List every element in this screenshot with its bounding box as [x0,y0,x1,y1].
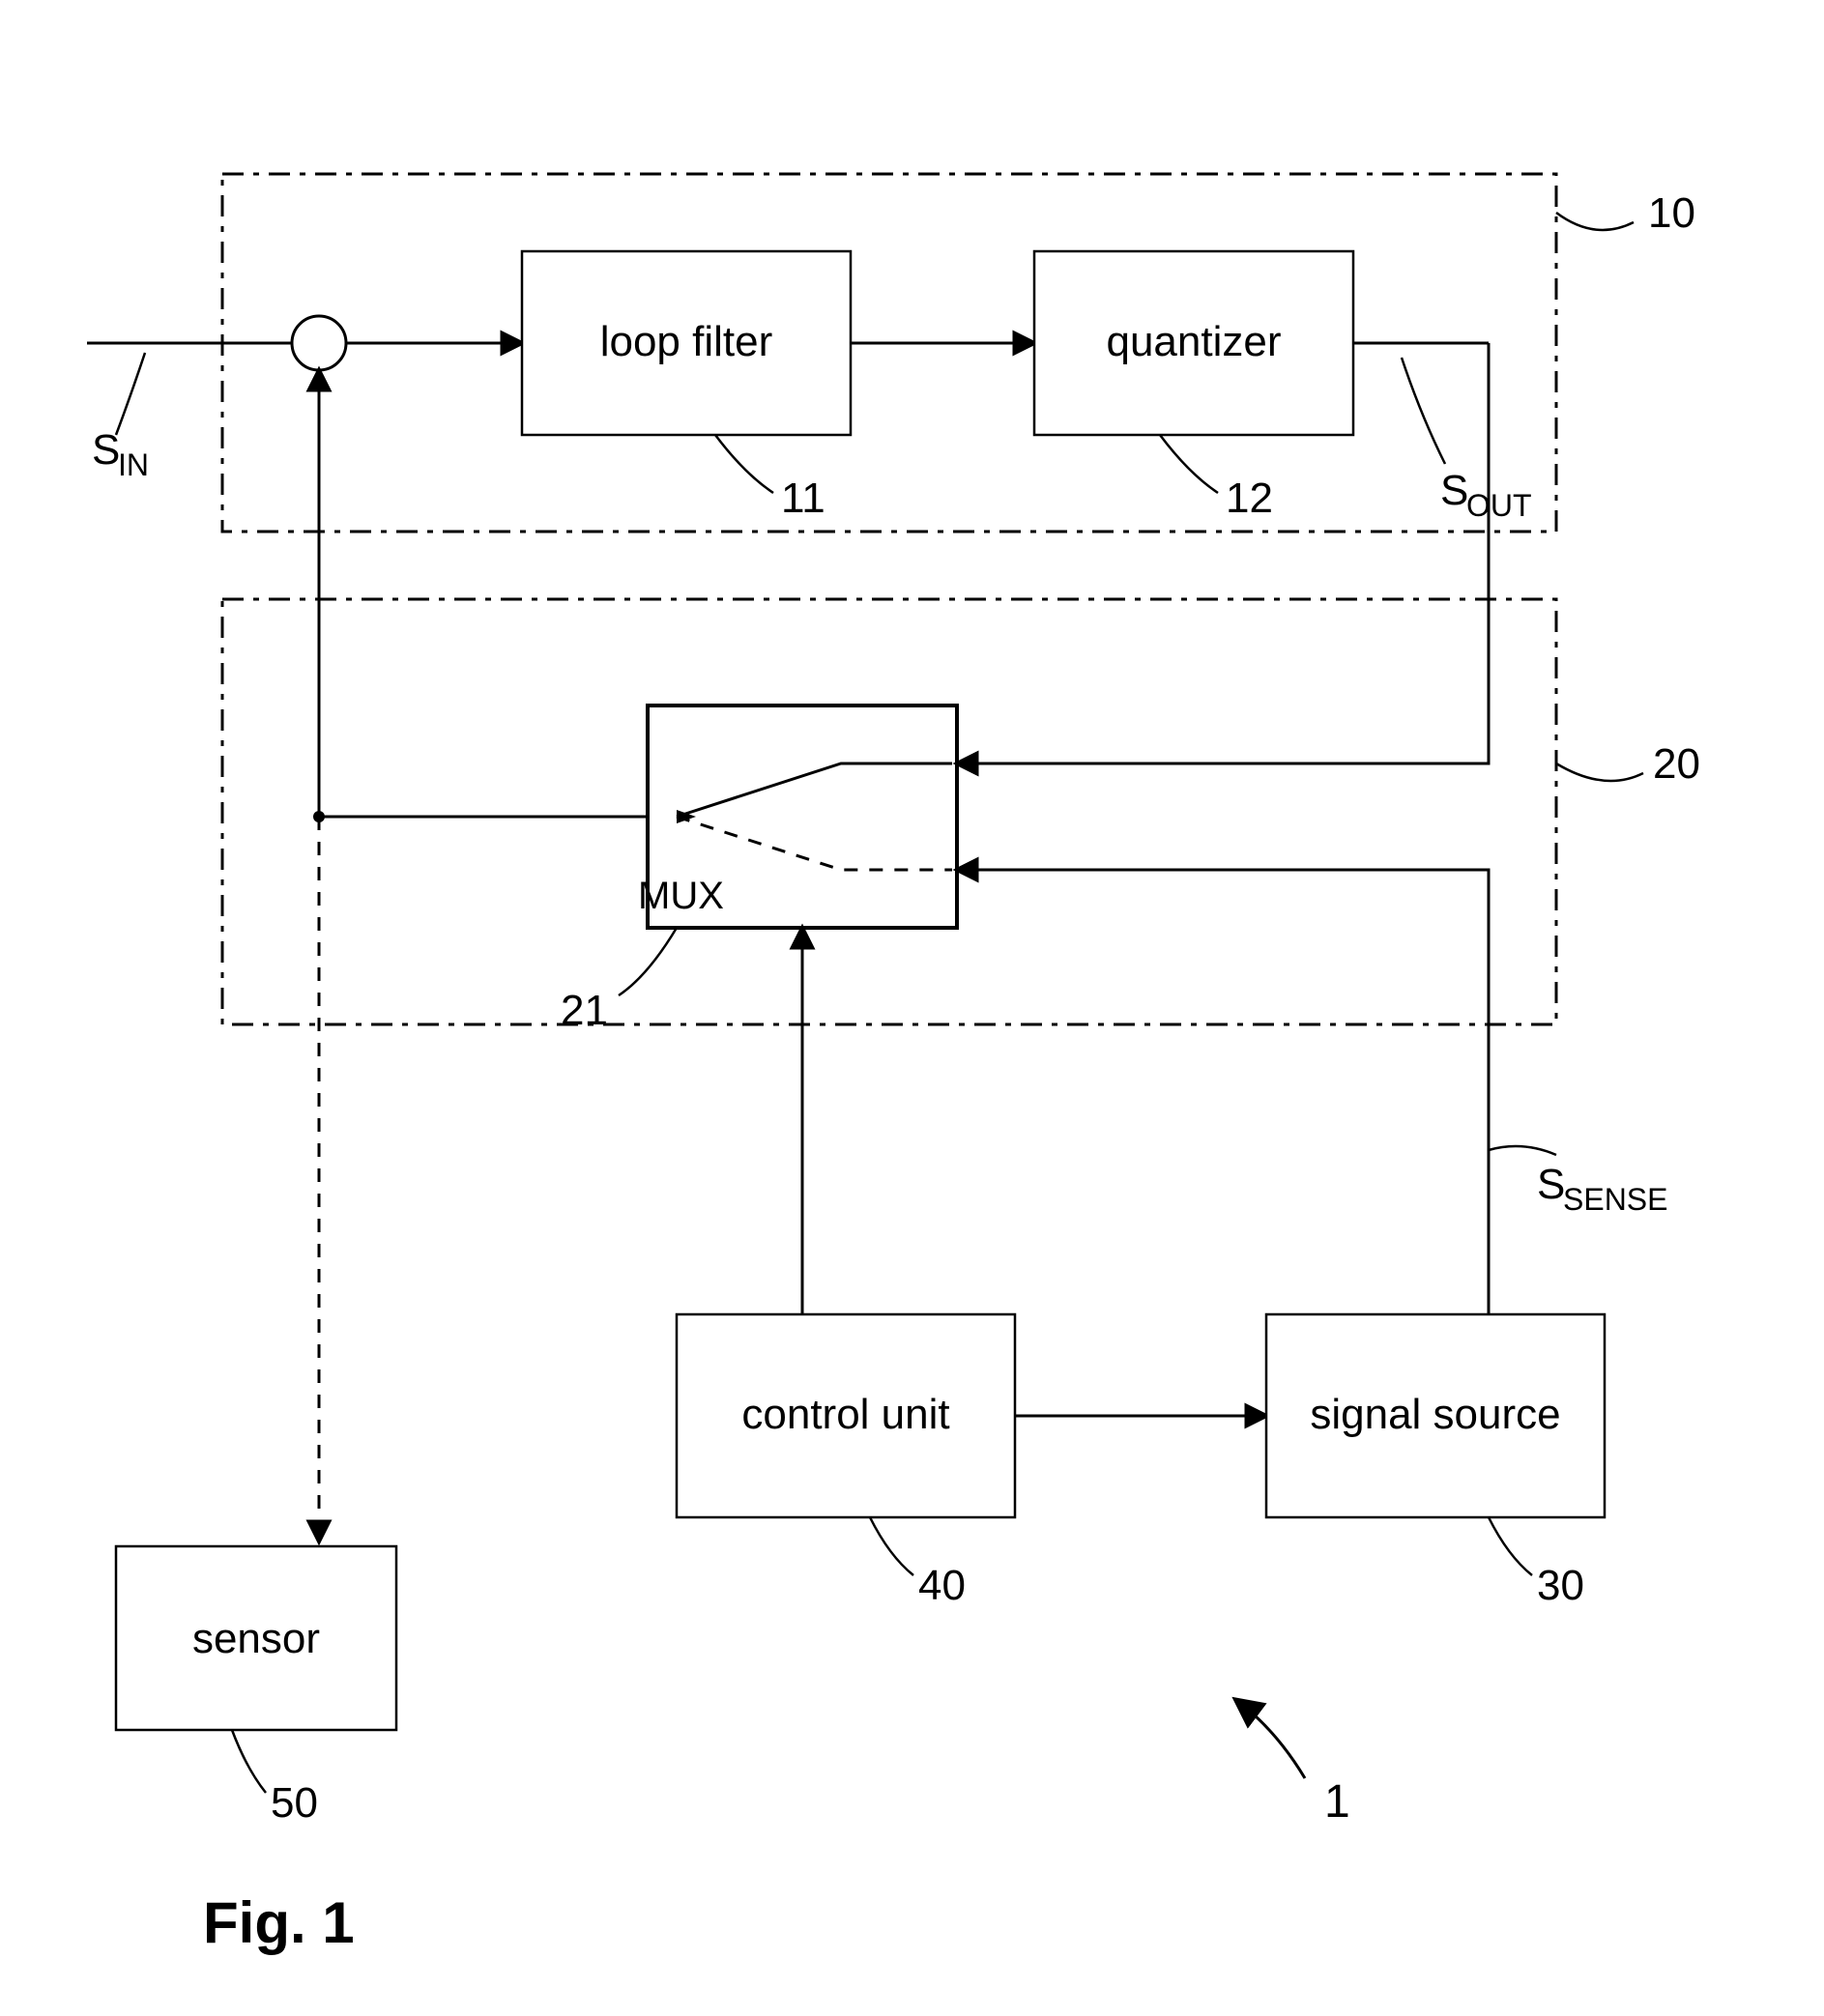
block-loop-filter-label: loop filter [600,318,773,365]
ref-leader-sout [1402,358,1445,464]
signal-ssense-base: S [1537,1161,1565,1208]
ref-leader-50 [232,1730,266,1793]
ref-label-50: 50 [271,1779,318,1827]
signal-sout-sub: OUT [1466,488,1532,523]
figure-title: Fig. 1 [203,1890,355,1955]
system-ref-label: 1 [1324,1776,1350,1828]
ref-leader-21 [619,928,677,995]
ref-label-11: 11 [781,475,825,522]
signal-ssense-sub: SENSE [1563,1182,1667,1217]
block-mux-label: MUX [638,875,724,917]
wire-mux-to-summer [319,370,648,817]
ref-label-10: 10 [1648,189,1695,237]
container-top [222,174,1556,532]
ref-label-12: 12 [1226,475,1273,522]
ref-label-21: 21 [561,987,608,1034]
ref-label-30: 30 [1537,1562,1584,1609]
ref-leader-12 [1160,435,1218,493]
signal-sin-base: S [92,426,120,474]
ref-label-20: 20 [1653,740,1700,788]
wire-source-to-mux [957,870,1489,1314]
ref-leader-30 [1489,1517,1532,1575]
ref-leader-20 [1556,763,1643,781]
block-quantizer-label: quantizer [1106,318,1281,365]
block-control-unit-label: control unit [741,1391,949,1438]
ref-label-40: 40 [918,1562,966,1609]
signal-sout-base: S [1440,467,1468,514]
signal-sin-sub: IN [118,447,149,482]
summing-junction [292,316,346,370]
block-signal-source-label: signal source [1310,1391,1560,1438]
ref-leader-40 [870,1517,913,1575]
block-sensor-label: sensor [192,1615,320,1662]
ref-leader-ssense [1489,1146,1556,1155]
system-ref-arrow [1237,1701,1305,1778]
ref-leader-sin [116,353,145,435]
ref-leader-11 [715,435,773,493]
ref-leader-10 [1556,213,1634,230]
